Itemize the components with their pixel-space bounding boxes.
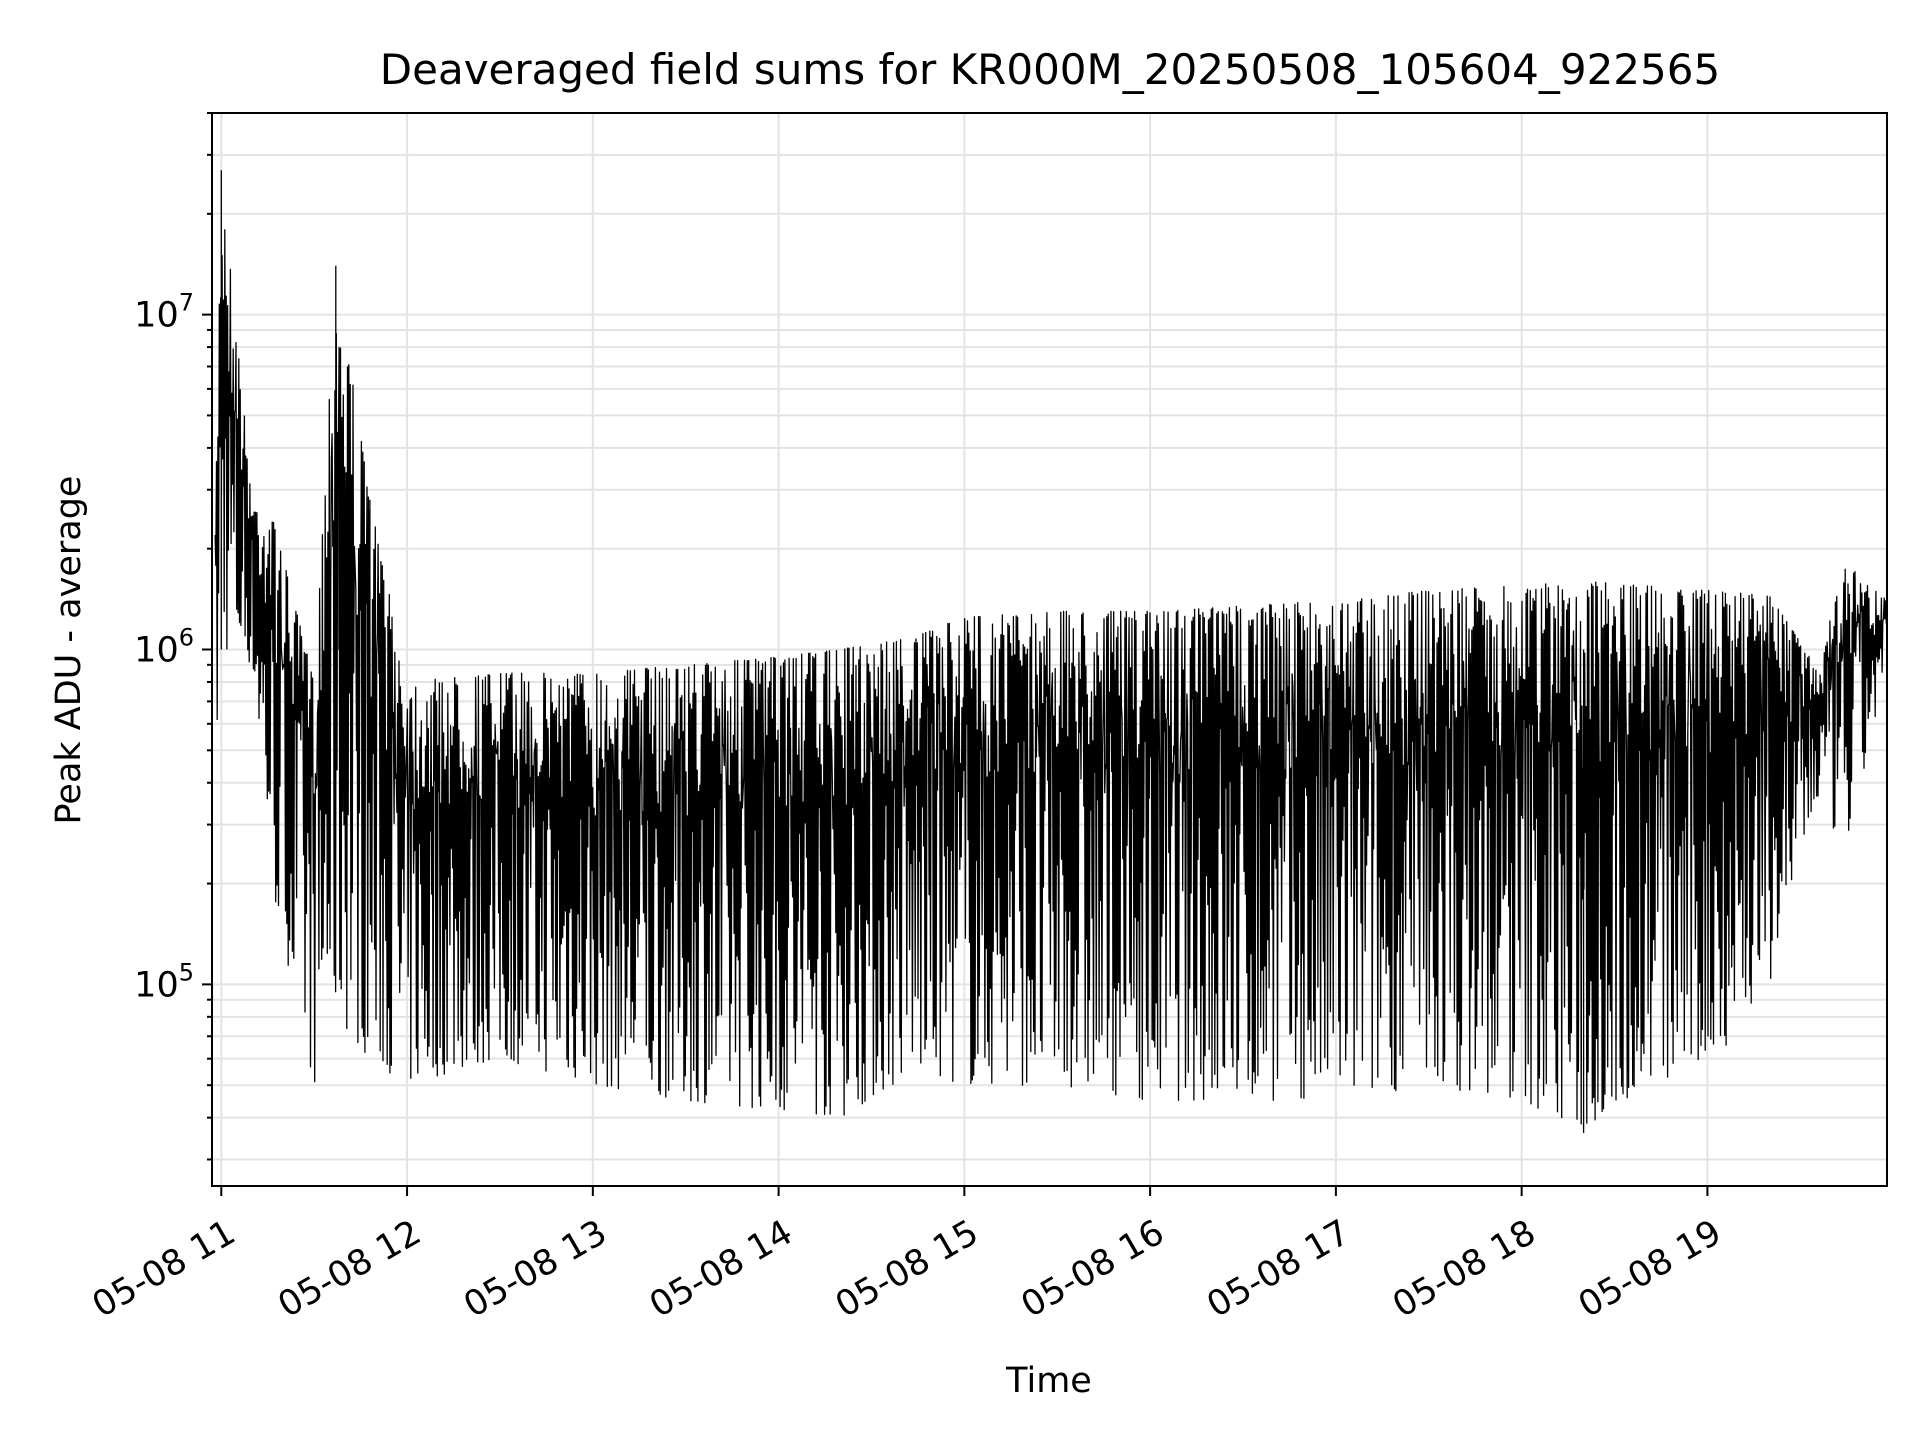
y-tick-label: 105 — [134, 958, 194, 1005]
y-axis-label: Peak ADU - average — [49, 476, 89, 825]
x-axis-label: Time — [1005, 1361, 1092, 1401]
data-series-line — [214, 170, 1888, 1133]
y-axis-ticks: 105 106 107 — [134, 112, 212, 1161]
y-tick-label: 107 — [134, 289, 194, 336]
chart-title: Deaveraged field sums for KR000M_2025050… — [380, 45, 1720, 94]
y-tick-label: 106 — [134, 624, 194, 671]
series-path — [214, 170, 1888, 1133]
